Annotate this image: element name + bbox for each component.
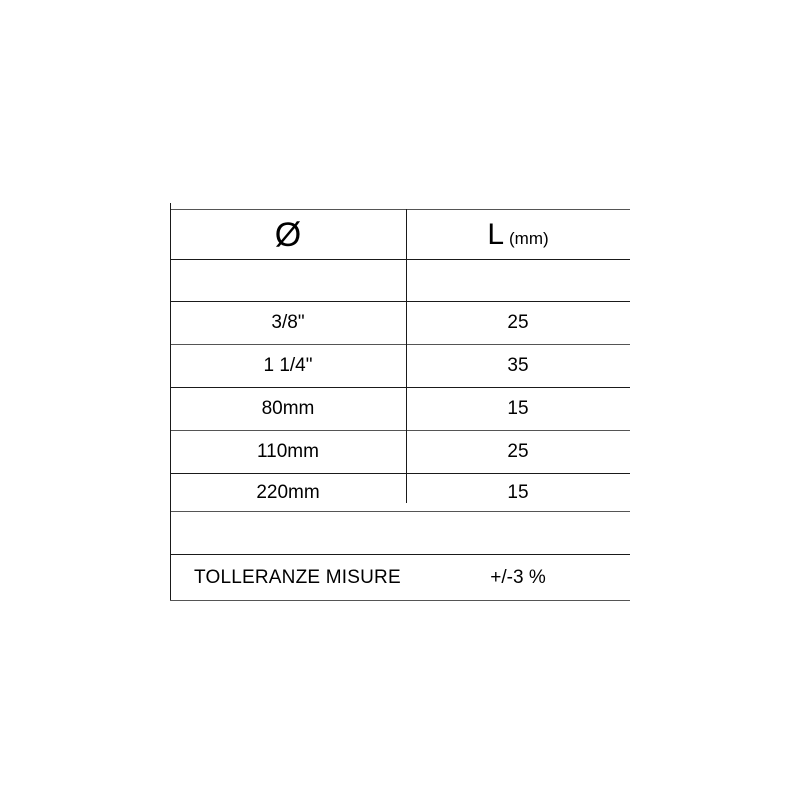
table-left-border <box>170 209 171 592</box>
table-rule-1 <box>170 301 630 302</box>
header-cell-diameter: Ø <box>170 210 406 259</box>
cell-diameter: 3/8" <box>271 312 305 333</box>
spacer-cell-diameter <box>170 260 406 301</box>
table-row: 3/8" 25 <box>170 302 630 344</box>
length-unit: (mm) <box>509 228 549 248</box>
cell-diameter: 110mm <box>257 441 319 462</box>
table-spacer-row-bottom <box>170 512 630 554</box>
spacer-cell-right <box>406 512 630 554</box>
table-rule-top <box>170 209 630 210</box>
table-rule-6 <box>170 511 630 512</box>
table-row: 110mm 25 <box>170 431 630 473</box>
table-rule-7 <box>170 554 630 555</box>
cell-diameter: 1 1/4" <box>263 355 313 376</box>
table-row: 80mm 15 <box>170 388 630 430</box>
cell-length: 25 <box>507 441 529 462</box>
table-row: 1 1/4" 35 <box>170 345 630 387</box>
table-rule-bottom <box>170 600 630 601</box>
cell-length: 15 <box>507 398 529 419</box>
table-rule-3 <box>170 387 630 388</box>
cell-length: 25 <box>507 312 529 333</box>
cell-length: 35 <box>507 355 529 376</box>
table-column-divider <box>406 209 407 503</box>
length-symbol: L <box>487 217 505 251</box>
tolerance-row: TOLLERANZE MISURE +/-3 % <box>170 555 630 600</box>
cell-length: 15 <box>507 481 529 503</box>
table-left-border-tick-top <box>170 203 171 209</box>
length-header-label: L (mm) <box>487 217 549 251</box>
specification-table: Ø L (mm) 3/8" 25 1 1/4" 35 <box>170 203 630 601</box>
table-spacer-row-top <box>170 260 630 301</box>
spacer-cell-left <box>170 512 406 554</box>
tolerance-value: +/-3 % <box>490 566 546 588</box>
cell-diameter: 80mm <box>261 398 315 419</box>
tolerance-label: TOLLERANZE MISURE <box>194 566 401 588</box>
table-rule-4 <box>170 430 630 431</box>
table-rule-header-bottom <box>170 259 630 260</box>
table-rule-2 <box>170 344 630 345</box>
table-left-border-tick-bottom <box>170 592 171 600</box>
diameter-symbol-icon: Ø <box>274 215 302 254</box>
table-row: 220mm 15 <box>170 474 630 511</box>
table-header-row: Ø L (mm) <box>170 210 630 259</box>
spacer-cell-length <box>406 260 630 301</box>
table-rule-5 <box>170 473 630 474</box>
cell-diameter: 220mm <box>256 481 320 503</box>
header-cell-length: L (mm) <box>406 210 630 259</box>
